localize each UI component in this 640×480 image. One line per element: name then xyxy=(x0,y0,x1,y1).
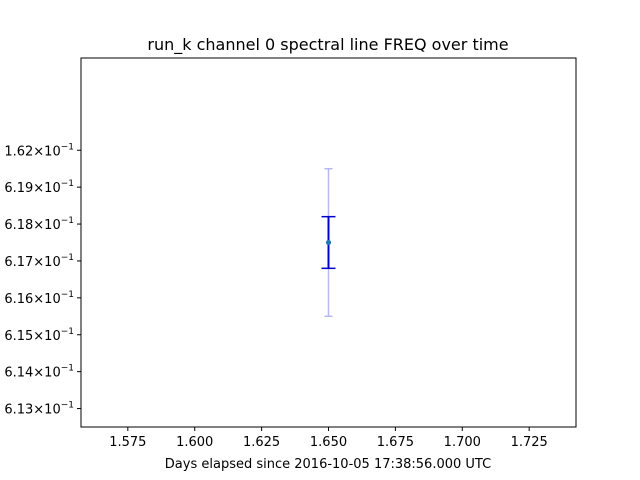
data-point xyxy=(325,239,332,246)
plot-area-frame xyxy=(80,57,577,428)
x-tick-label: 1.675 xyxy=(377,435,414,450)
x-axis-label: Days elapsed since 2016-10-05 17:38:56.0… xyxy=(165,457,491,472)
y-tick-label: 6.18×10−1 xyxy=(4,216,74,233)
chart-title: run_k channel 0 spectral line FREQ over … xyxy=(147,35,508,55)
y-tick-label: 6.14×10−1 xyxy=(4,364,74,381)
x-tick-label: 1.725 xyxy=(511,435,548,450)
x-tick-label: 1.600 xyxy=(176,435,213,450)
y-tick-label: 6.19×10−1 xyxy=(4,179,74,196)
y-axis-ticks: 6.13×10−1 6.14×10−1 6.15×10−1 6.16×10−1 6.17… xyxy=(4,142,81,418)
y-tick-label: 6.17×10−1 xyxy=(4,253,74,270)
y-tick-label: 6.15×10−1 xyxy=(4,327,74,344)
x-tick-label: 1.575 xyxy=(109,435,146,450)
y-tick-label: 1.62×10−1 xyxy=(4,142,74,159)
x-tick-label: 1.700 xyxy=(444,435,481,450)
y-tick-label: 6.16×10−1 xyxy=(4,290,74,307)
chart-marks xyxy=(321,167,336,318)
x-axis-ticks: 1.575 1.600 1.625 1.650 1.675 1.700 1.725 xyxy=(109,427,548,450)
x-tick-label: 1.650 xyxy=(310,435,347,450)
x-tick-label: 1.625 xyxy=(243,435,280,450)
y-tick-label: 6.13×10−1 xyxy=(4,401,74,418)
